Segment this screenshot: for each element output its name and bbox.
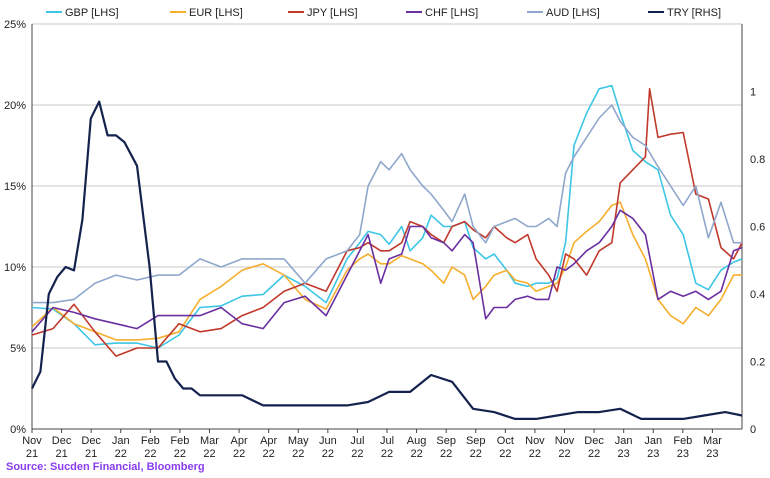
x-tick-month: Nov: [525, 435, 545, 447]
series-line-eur: [31, 201, 742, 341]
x-tick-month: Sep: [436, 435, 456, 447]
x-tick-month: Jul: [350, 435, 364, 447]
x-tick-year: 22: [351, 448, 363, 460]
series-line-try: [31, 100, 743, 420]
right-tick-label: 1: [750, 87, 756, 99]
left-tick-label: 0%: [10, 424, 26, 436]
right-tick-label: 0.2: [750, 357, 765, 369]
source-note: Source: Sucden Financial, Bloomberg: [6, 461, 205, 473]
x-tick-month: Mar: [703, 435, 722, 447]
right-axis: 0 0.2 0.4 0.6 0.8 1: [741, 24, 765, 436]
left-tick-label: 5%: [10, 343, 26, 355]
x-tick-month: Jan: [615, 435, 633, 447]
x-tick-month: Oct: [497, 435, 514, 447]
series-line-aud: [32, 104, 742, 304]
left-axis: 0% 5% 10% 15% 20% 25%: [4, 19, 33, 436]
series-line-gbp: [31, 84, 743, 349]
x-tick-year: 22: [499, 448, 511, 460]
x-tick-month: Dec: [584, 435, 604, 447]
legend-label-try: TRY [RHS]: [667, 7, 721, 19]
x-tick-month: Feb: [170, 435, 189, 447]
x-tick-year: 22: [588, 448, 600, 460]
left-tick-label: 15%: [4, 181, 26, 193]
x-tick-year: 21: [55, 448, 67, 460]
right-tick-label: 0.4: [750, 289, 765, 301]
legend: GBP [LHS] EUR [LHS] JPY [LHS] CHF [LHS] AUD …: [46, 7, 721, 19]
x-tick-month: Apr: [231, 435, 248, 447]
x-tick-month: Dec: [81, 435, 101, 447]
x-tick-year: 22: [263, 448, 275, 460]
x-tick-year: 22: [174, 448, 186, 460]
series-line-chf: [31, 209, 743, 333]
x-tick-year: 22: [322, 448, 334, 460]
x-tick-year: 21: [26, 448, 38, 460]
x-tick-year: 23: [677, 448, 689, 460]
x-tick-year: 22: [292, 448, 304, 460]
x-tick-month: Nov: [22, 435, 42, 447]
x-tick-month: Jan: [644, 435, 662, 447]
x-tick-month: Feb: [673, 435, 692, 447]
legend-label-aud: AUD [LHS]: [546, 7, 600, 19]
x-tick-month: May: [288, 435, 309, 447]
legend-label-chf: CHF [LHS]: [425, 7, 478, 19]
x-tick-month: Nov: [555, 435, 575, 447]
right-tick-label: 0: [750, 424, 756, 436]
left-tick-label: 10%: [4, 262, 26, 274]
x-tick-year: 22: [203, 448, 215, 460]
x-tick-year: 22: [144, 448, 156, 460]
x-tick-month: Aug: [407, 435, 427, 447]
x-tick-year: 23: [647, 448, 659, 460]
x-tick-year: 22: [410, 448, 422, 460]
x-tick-month: Dec: [52, 435, 72, 447]
left-tick-label: 25%: [4, 19, 26, 31]
x-tick-month: Apr: [260, 435, 277, 447]
legend-label-gbp: GBP [LHS]: [65, 7, 119, 19]
x-tick-year: 22: [115, 448, 127, 460]
x-tick-year: 21: [85, 448, 97, 460]
x-tick-year: 22: [558, 448, 570, 460]
series-lines: [31, 84, 743, 420]
x-tick-year: 22: [440, 448, 452, 460]
x-tick-month: Jun: [319, 435, 337, 447]
legend-label-eur: EUR [LHS]: [189, 7, 243, 19]
x-tick-year: 23: [706, 448, 718, 460]
x-tick-year: 22: [529, 448, 541, 460]
left-tick-label: 20%: [4, 100, 26, 112]
x-tick-month: Mar: [200, 435, 219, 447]
x-tick-month: Sep: [466, 435, 486, 447]
right-tick-label: 0.8: [750, 154, 765, 166]
x-tick-year: 23: [618, 448, 630, 460]
x-tick-month: Jul: [380, 435, 394, 447]
x-tick-year: 22: [381, 448, 393, 460]
legend-label-jpy: JPY [LHS]: [307, 7, 358, 19]
right-tick-label: 0.6: [750, 222, 765, 234]
x-axis: Nov21Dec21Dec21Jan22Feb22Feb22Mar22Apr22…: [22, 428, 742, 460]
x-tick-month: Jan: [112, 435, 130, 447]
x-tick-month: Feb: [141, 435, 160, 447]
series-line-jpy: [31, 88, 743, 357]
x-tick-year: 22: [470, 448, 482, 460]
x-tick-year: 22: [233, 448, 245, 460]
